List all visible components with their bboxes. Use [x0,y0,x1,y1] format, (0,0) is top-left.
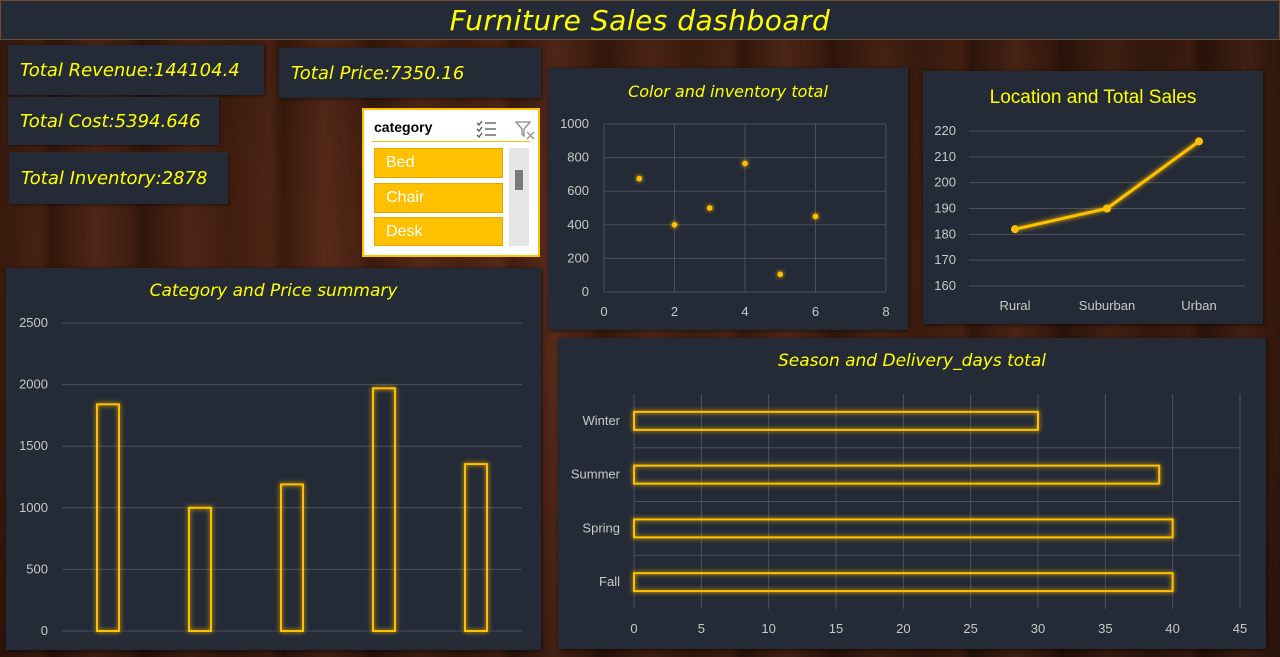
column-y-tick: 2500 [19,315,48,330]
kpi-total-inventory-text: Total Inventory:2878 [21,167,208,189]
kpi-total-cost: Total Cost:5394.646 [8,97,219,145]
panel-color-inventory: Color and inventory total 0 200 400 600 800 1… [548,68,908,330]
line-x-tick: Rural [999,298,1030,313]
line-point [1195,137,1203,146]
hbar-y-tick: Spring [582,520,620,535]
scatter-y-tick: 200 [567,250,589,265]
hbar-x-tick: 35 [1098,621,1112,636]
slicer-item-bed[interactable]: Bed [374,148,503,178]
hbar-x-tick: 20 [896,621,910,636]
slicer-item-chair[interactable]: Chair [374,183,503,213]
scatter-x-tick: 2 [671,304,678,319]
slicer-item-label: Bed [386,154,415,171]
line-chart: 160 170 180 190 200 210 220 Rural Suburban Urban [934,123,1245,313]
kpi-total-price: Total Price:7350.16 [279,48,541,98]
line-point [1103,204,1111,213]
hbar-y-tick: Summer [571,467,621,482]
dashboard-title: Furniture Sales dashboard [449,3,831,37]
kpi-total-price-text: Total Price:7350.16 [291,62,465,84]
dashboard-title-bar: Furniture Sales dashboard [0,0,1280,40]
scatter-chart: 0 200 400 600 800 1000 0 2 4 6 8 [560,116,890,319]
category-slicer[interactable]: category Bed Chair Desk [362,108,540,257]
line-x-tick: Urban [1181,298,1216,313]
scatter-point [742,160,748,167]
scatter-x-tick: 4 [741,304,748,319]
scatter-point [777,271,784,278]
column-bar [96,403,120,632]
hbar-x-tick: 45 [1233,621,1247,636]
horizontal-bar-chart: 0 5 10 15 20 25 30 35 40 45 Fall Spring Summer Winter [571,394,1247,636]
slicer-item-desk[interactable]: Desk [374,217,503,246]
kpi-total-revenue: Total Revenue:144104.4 [8,45,264,95]
slicer-header: category [372,118,535,142]
slicer-title: category [374,119,433,135]
hbar-bar [633,464,1161,485]
slicer-scrollbar[interactable] [509,148,529,246]
panel-category-price: Category and Price summary 0 500 1000 1500 2… [6,268,541,650]
scatter-point [812,213,819,220]
line-series [1014,140,1200,231]
kpi-total-cost-text: Total Cost:5394.646 [20,110,201,132]
chart-title-color-inventory: Color and inventory total [628,82,828,101]
hbar-x-tick: 15 [829,621,843,636]
hbar-x-tick: 10 [761,621,775,636]
hbar-x-tick: 30 [1031,621,1045,636]
scatter-point [706,205,713,211]
scatter-y-tick: 600 [567,183,589,198]
multi-select-icon[interactable] [476,120,498,138]
hbar-x-tick: 0 [630,621,637,636]
slicer-scroll-thumb[interactable] [515,170,523,190]
column-bar [188,506,212,632]
scatter-x-tick: 6 [812,304,819,319]
line-y-tick: 200 [934,175,956,190]
column-bar [464,463,488,632]
hbar-x-tick: 25 [963,621,977,636]
line-y-tick: 160 [934,278,956,293]
panel-season-delivery: Season and Delivery_days total 0 5 10 15 20 2… [558,338,1266,649]
panel-location-sales: Location and Total Sales 160 170 180 190 200… [923,71,1263,324]
column-chart: 0 500 1000 1500 2000 2500 [19,315,522,638]
chart-title-location-sales: Location and Total Sales [989,87,1197,108]
scatter-point [671,222,678,228]
hbar-y-tick: Fall [599,574,620,589]
column-y-tick: 1500 [19,438,48,453]
hbar-bar [633,518,1174,539]
slicer-item-label: Desk [386,222,423,240]
line-point [1011,225,1019,234]
chart-title-category-price: Category and Price summary [149,281,398,301]
scatter-y-tick: 0 [582,284,589,299]
hbar-bar [633,410,1039,431]
kpi-total-revenue-text: Total Revenue:144104.4 [20,59,240,81]
hbar-x-tick: 5 [698,621,705,636]
column-y-tick: 2000 [19,377,48,392]
line-y-tick: 170 [934,252,956,267]
chart-title-season-delivery: Season and Delivery_days total [778,351,1046,371]
hbar-bar [633,572,1174,593]
line-y-tick: 220 [934,123,956,138]
kpi-total-inventory: Total Inventory:2878 [9,152,228,204]
scatter-x-tick: 8 [882,304,889,319]
column-y-tick: 500 [26,561,48,576]
hbar-x-tick: 40 [1165,621,1179,636]
column-bar [280,483,304,632]
line-y-tick: 180 [934,226,956,241]
line-y-tick: 190 [934,201,956,216]
slicer-item-label: Chair [386,189,425,206]
column-bar [372,387,396,632]
scatter-y-tick: 1000 [560,116,589,131]
column-y-tick: 1000 [19,500,48,515]
scatter-x-tick: 0 [600,304,607,319]
hbar-y-tick: Winter [582,413,620,428]
line-x-tick: Suburban [1079,298,1135,313]
scatter-point [636,175,643,182]
scatter-y-tick: 400 [567,217,589,232]
clear-filter-icon[interactable] [514,120,536,140]
column-y-tick: 0 [41,623,48,638]
line-y-tick: 210 [934,149,956,164]
scatter-y-tick: 800 [567,150,589,165]
